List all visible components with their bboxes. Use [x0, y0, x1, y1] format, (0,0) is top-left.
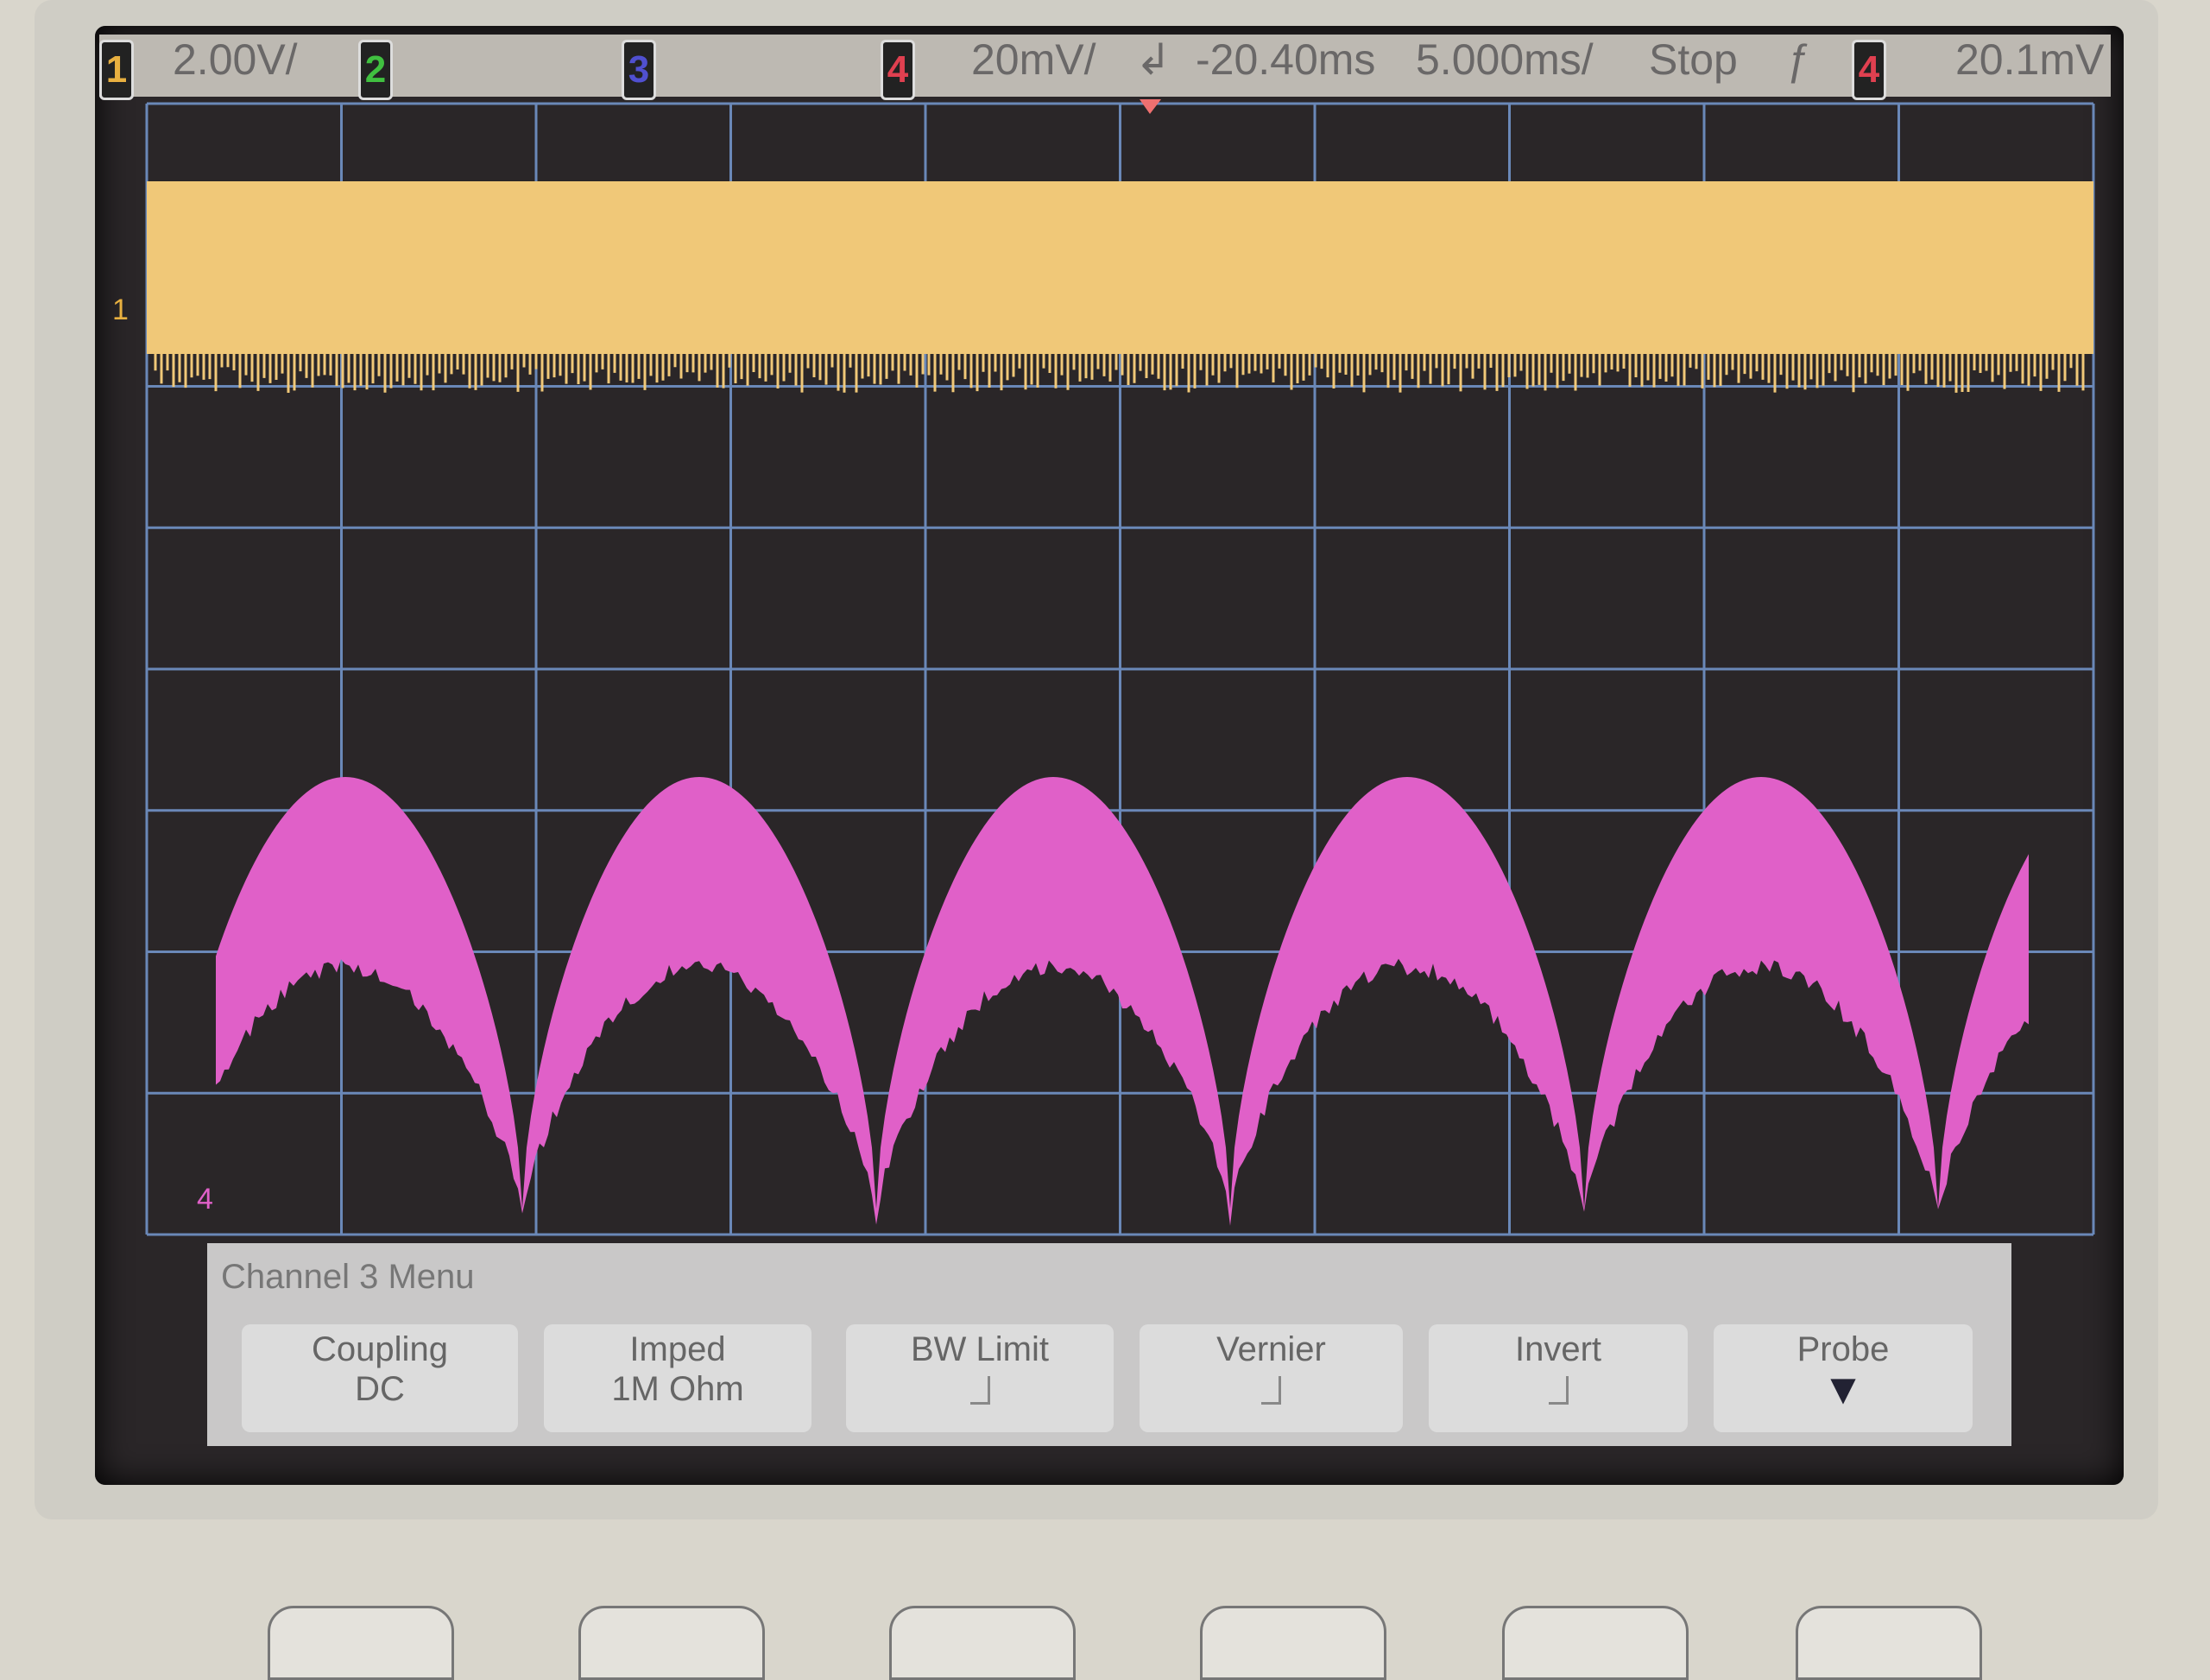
- coupling-softkey[interactable]: Coupling DC: [242, 1324, 518, 1432]
- status-bar: 1 2.00V/ 2 3 4 20mV/ ↲ -20.40ms 5.000ms/…: [99, 35, 2111, 97]
- softkey-5[interactable]: [1502, 1606, 1689, 1680]
- softkey-menu: Channel 3 Menu Coupling DC Imped 1M Ohm …: [207, 1243, 2011, 1446]
- ch4-ground-marker: 4: [197, 1183, 213, 1216]
- ch4-trace: [216, 777, 2029, 1226]
- softkey-1[interactable]: [268, 1606, 454, 1680]
- ch1-badge[interactable]: 1: [99, 40, 134, 100]
- softkey-2[interactable]: [578, 1606, 765, 1680]
- bw-limit-label: BW Limit: [846, 1329, 1114, 1369]
- imped-value: 1M Ohm: [544, 1369, 811, 1409]
- invert-softkey[interactable]: Invert: [1429, 1324, 1688, 1432]
- run-state: Stop: [1649, 35, 1738, 85]
- bw-limit-softkey[interactable]: BW Limit: [846, 1324, 1114, 1432]
- ch1-trace: [147, 181, 2093, 354]
- softkey-6[interactable]: [1796, 1606, 1982, 1680]
- softkey-4[interactable]: [1200, 1606, 1386, 1680]
- ch3-badge[interactable]: 3: [622, 40, 656, 100]
- menu-title: Channel 3 Menu: [221, 1257, 475, 1297]
- trigger-slope-icon: ƒ: [1787, 35, 1811, 85]
- arrow-down-icon: ▼: [1714, 1369, 1973, 1409]
- softkey-3[interactable]: [889, 1606, 1076, 1680]
- timebase: 5.000ms/: [1416, 35, 1594, 85]
- trigger-delay: -20.40ms: [1196, 35, 1375, 85]
- ch4-scale: 20mV/: [971, 35, 1096, 85]
- imped-softkey[interactable]: Imped 1M Ohm: [544, 1324, 811, 1432]
- imped-label: Imped: [544, 1329, 811, 1369]
- ch4-badge[interactable]: 4: [881, 40, 915, 100]
- trigger-source-badge: 4: [1852, 40, 1886, 100]
- trigger-edge-icon: ↲: [1135, 35, 1171, 85]
- coupling-label: Coupling: [242, 1329, 518, 1369]
- invert-label: Invert: [1429, 1329, 1688, 1369]
- coupling-value: DC: [242, 1369, 518, 1409]
- ch1-scale: 2.00V/: [173, 35, 298, 85]
- probe-label: Probe: [1714, 1329, 1973, 1369]
- ch1-ground-marker: 1: [112, 294, 129, 326]
- bw-limit-checkbox[interactable]: [970, 1376, 990, 1405]
- trigger-position-marker: [1140, 99, 1161, 114]
- ch2-badge[interactable]: 2: [358, 40, 393, 100]
- vernier-checkbox[interactable]: [1261, 1376, 1281, 1405]
- vernier-label: Vernier: [1140, 1329, 1403, 1369]
- vernier-softkey[interactable]: Vernier: [1140, 1324, 1403, 1432]
- invert-checkbox[interactable]: [1549, 1376, 1569, 1405]
- probe-softkey[interactable]: Probe ▼: [1714, 1324, 1973, 1432]
- trigger-level: 20.1mV: [1955, 35, 2104, 85]
